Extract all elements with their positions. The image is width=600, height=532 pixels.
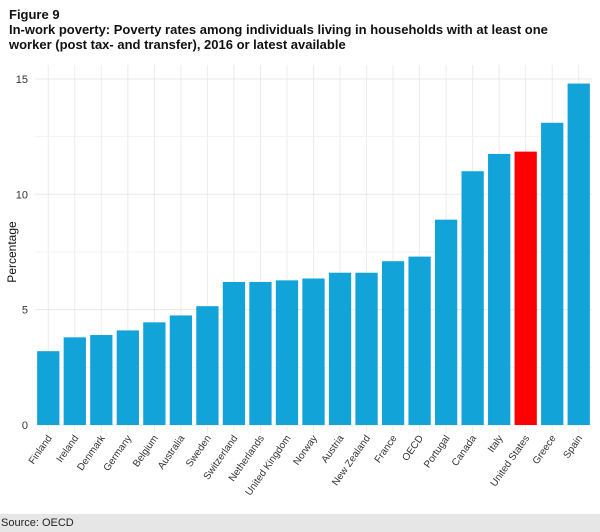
y-axis-ticks: 0 5 10 15	[16, 74, 28, 432]
bar-france	[381, 261, 405, 425]
y-axis-label: Percentage	[5, 221, 19, 283]
bar-germany	[116, 330, 139, 425]
x-tick-label: OECD	[400, 433, 426, 463]
bar-spain	[567, 83, 590, 426]
y-tick-label: 5	[22, 305, 28, 317]
footer: Source: OECD	[0, 514, 600, 532]
figure-label: Figure 9	[9, 7, 60, 22]
bar-belgium	[143, 322, 166, 425]
bar-denmark	[90, 335, 113, 425]
bar-italy	[488, 153, 511, 426]
bar-chart: 0 5 10 15 Finland IrelandDenmarkGermanyBelgi…	[5, 65, 592, 498]
y-tick-label: 0	[22, 420, 28, 432]
x-tick-label: Norway	[291, 433, 319, 467]
y-tick-label: 15	[16, 74, 28, 86]
bar-austria	[328, 272, 352, 425]
bar-oecd	[408, 256, 431, 425]
bar-united-kingdom	[275, 280, 299, 425]
x-tick-label: France	[373, 433, 400, 465]
x-tick-label: Canada	[450, 433, 479, 468]
x-tick-label: Portugal	[422, 433, 452, 470]
bar-canada	[461, 171, 484, 425]
bars	[37, 83, 590, 426]
bar-norway	[302, 278, 325, 425]
bar-australia	[169, 315, 193, 425]
chart-title: In-work poverty: Poverty rates among ind…	[9, 22, 548, 52]
x-axis-ticks: Finland IrelandDenmarkGermanyBelgiumAustr…	[27, 433, 585, 498]
x-tick-label: Australia	[156, 433, 188, 472]
bar-greece	[541, 122, 564, 426]
bar-netherlands	[249, 281, 272, 425]
bar-ireland	[63, 337, 86, 425]
x-tick-label: Greece	[531, 433, 559, 467]
bar-portugal	[434, 219, 458, 425]
y-tick-label: 10	[16, 189, 28, 201]
bar-new-zealand	[355, 272, 378, 425]
x-tick-label: Spain	[562, 433, 586, 460]
x-tick-label: Austria	[320, 433, 347, 465]
x-tick-label: Finland	[27, 433, 55, 466]
source-note: Source: OECD	[1, 517, 74, 529]
x-tick-label: Italy	[486, 433, 506, 454]
x-tick-label: Ireland	[55, 433, 82, 464]
bar-sweden	[196, 306, 219, 425]
bar-switzerland	[222, 281, 246, 425]
bar-finland	[37, 351, 60, 425]
bar-united-states	[514, 151, 537, 426]
